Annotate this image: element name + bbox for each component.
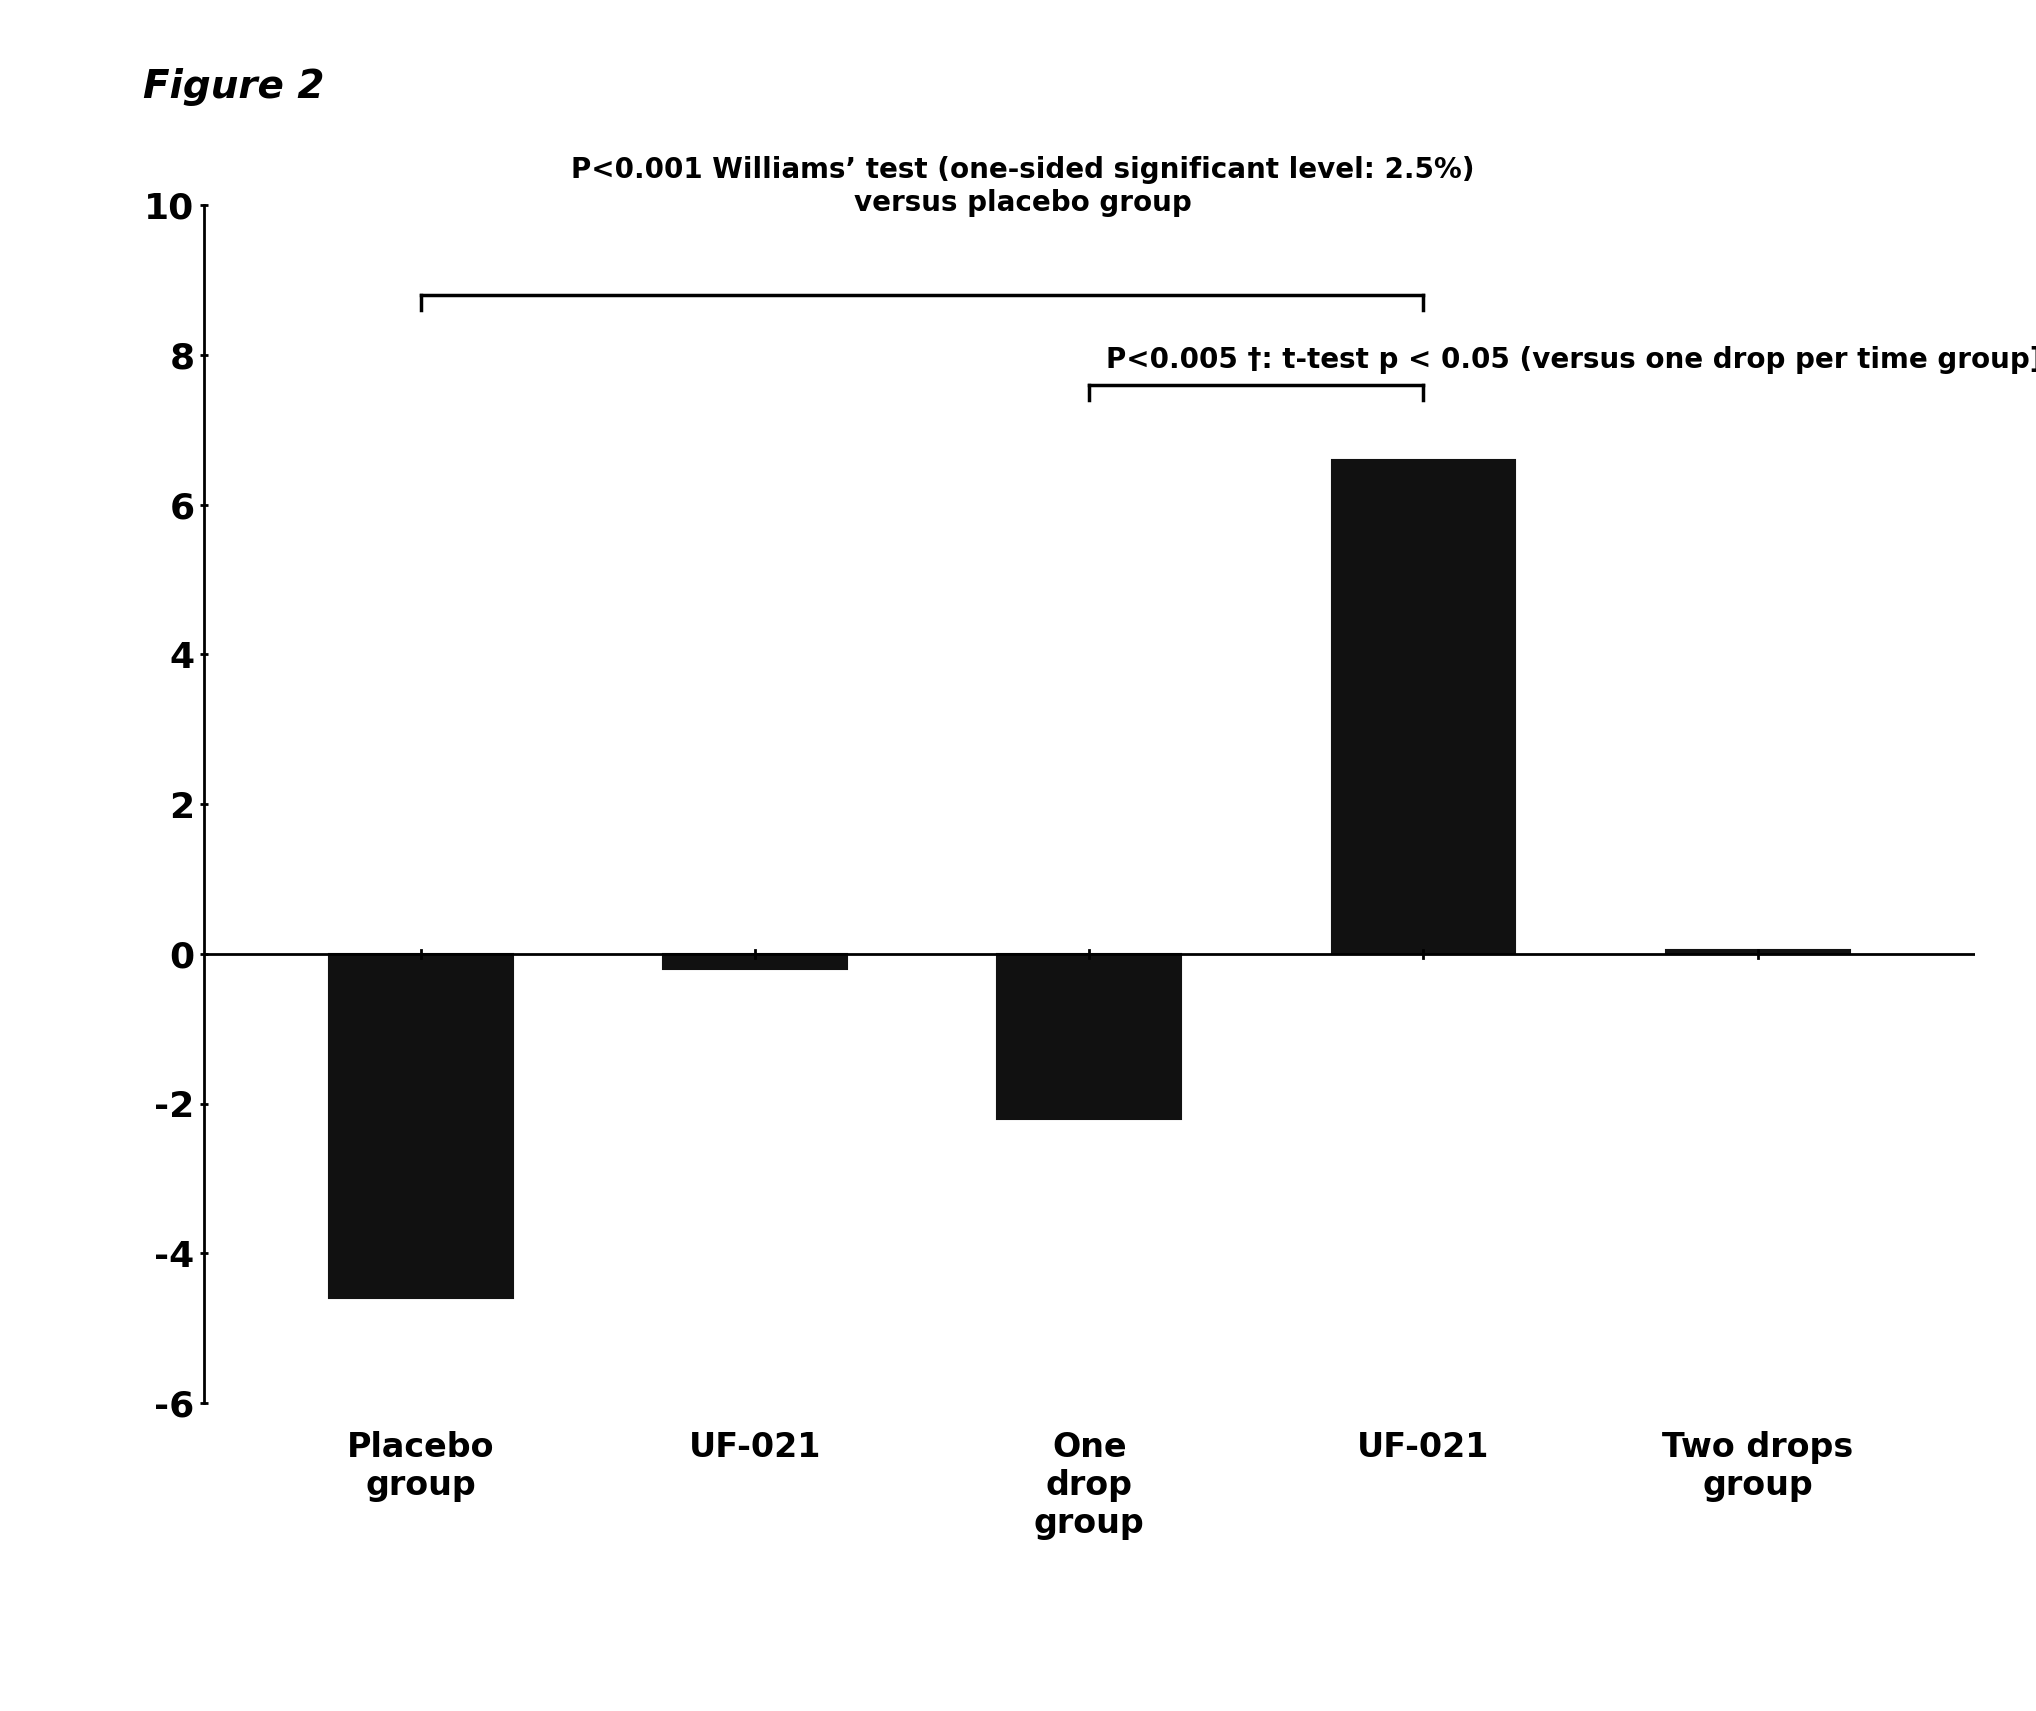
Bar xyxy=(1665,950,1849,955)
Bar xyxy=(998,955,1181,1119)
Text: P<0.005 †: t-test p < 0.05 (versus one drop per time group]: P<0.005 †: t-test p < 0.05 (versus one d… xyxy=(1106,346,2036,373)
Text: Figure 2: Figure 2 xyxy=(143,68,324,106)
Text: P<0.001 Williams’ test (one-sided significant level: 2.5%)
versus placebo group: P<0.001 Williams’ test (one-sided signif… xyxy=(570,156,1474,217)
Bar xyxy=(664,955,847,968)
Bar xyxy=(330,955,513,1299)
Bar xyxy=(1332,460,1515,955)
